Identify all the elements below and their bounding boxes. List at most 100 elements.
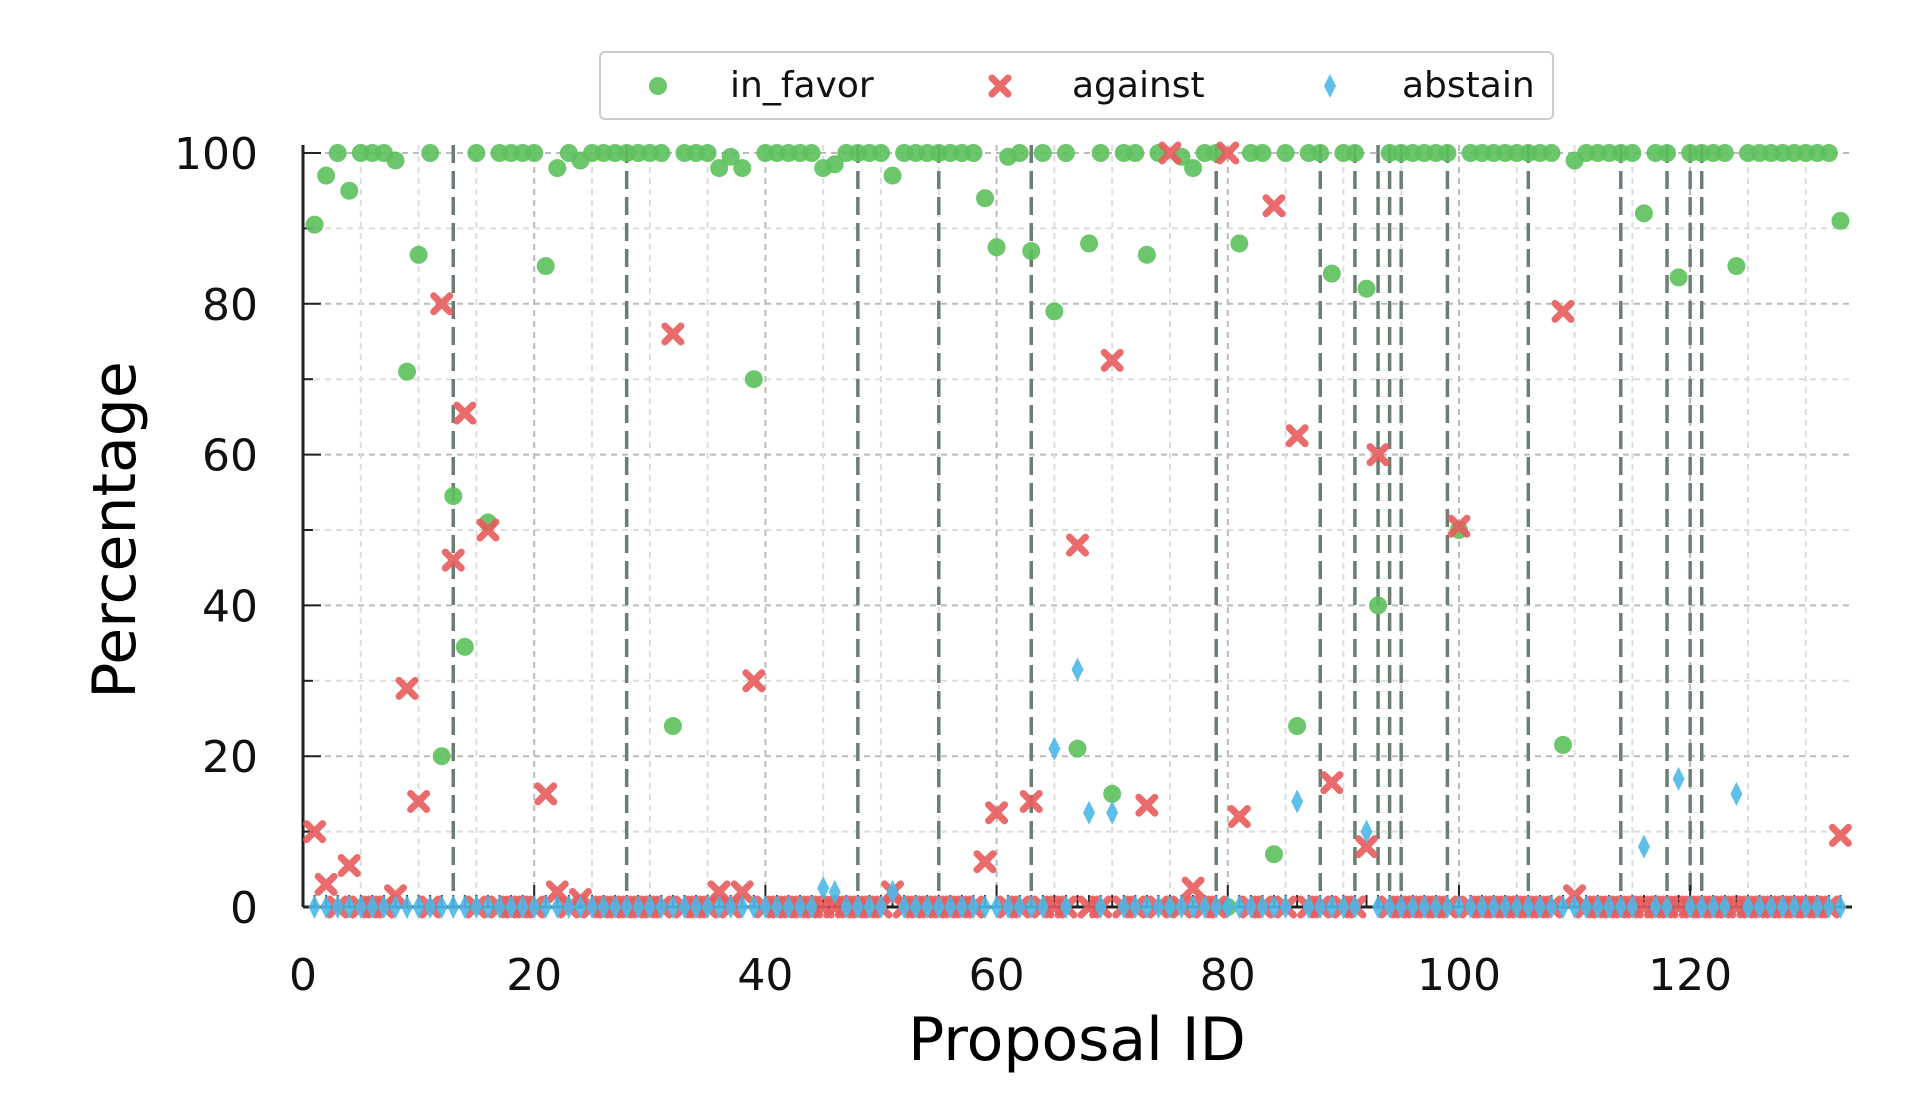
point-abstain xyxy=(1718,895,1731,919)
point-against xyxy=(1366,443,1390,467)
point-abstain xyxy=(1152,895,1165,919)
point-against-stroke xyxy=(395,676,419,700)
point-abstain xyxy=(1314,895,1327,919)
point-in-favor xyxy=(1322,264,1341,283)
point-in-favor xyxy=(317,166,336,185)
point-against-stroke xyxy=(441,548,465,572)
point-in-favor xyxy=(1369,596,1388,615)
point-in-favor xyxy=(698,144,717,162)
point-abstain xyxy=(620,895,633,919)
y-tick-label: 60 xyxy=(202,431,258,482)
point-abstain xyxy=(1406,895,1419,919)
point-abstain xyxy=(401,895,414,919)
point-in-favor xyxy=(548,159,567,178)
point-in-favor xyxy=(1080,234,1099,253)
point-in-favor xyxy=(455,637,474,656)
point-against-stroke xyxy=(337,854,361,878)
point-against-stroke xyxy=(430,292,454,316)
y-tick-label: 20 xyxy=(202,732,258,783)
legend-x-icon xyxy=(988,74,1012,98)
point-abstain xyxy=(944,895,957,919)
point-abstain xyxy=(1476,895,1489,919)
point-abstain xyxy=(1360,819,1373,844)
point-against xyxy=(1354,835,1378,859)
point-against xyxy=(1100,348,1124,372)
point-abstain xyxy=(840,895,853,919)
point-abstain xyxy=(921,895,934,919)
point-abstain xyxy=(528,895,541,919)
legend-marker-against xyxy=(988,74,1012,98)
point-abstain xyxy=(1661,895,1674,919)
point-abstain xyxy=(1568,895,1581,919)
point-abstain xyxy=(1187,895,1200,919)
legend-diamond-icon xyxy=(1324,74,1336,98)
point-against-stroke xyxy=(534,782,558,806)
point-abstain xyxy=(1695,895,1708,919)
point-abstain xyxy=(1129,895,1142,919)
legend-label-against: against xyxy=(1072,65,1205,106)
point-abstain xyxy=(1637,834,1650,859)
point-against-stroke xyxy=(1447,514,1471,538)
point-abstain xyxy=(678,895,691,919)
x-tick-label: 100 xyxy=(1417,950,1501,1001)
point-against xyxy=(430,292,454,316)
point-abstain xyxy=(1730,781,1743,806)
point-abstain xyxy=(979,895,992,919)
point-abstain xyxy=(1533,895,1546,919)
point-abstain xyxy=(690,895,703,919)
point-abstain xyxy=(1626,895,1639,919)
point-against xyxy=(303,820,327,844)
x-tick-label: 80 xyxy=(1200,950,1256,1001)
point-abstain xyxy=(1684,895,1697,919)
legend-label-abstain: abstain xyxy=(1402,65,1535,106)
point-abstain xyxy=(1765,895,1778,919)
point-against-stroke xyxy=(1216,141,1240,165)
point-in-favor xyxy=(1126,144,1145,162)
point-abstain xyxy=(1822,895,1835,919)
point-abstain xyxy=(551,895,564,919)
point-abstain xyxy=(1603,895,1616,919)
point-abstain xyxy=(470,895,483,919)
point-abstain xyxy=(1291,789,1304,814)
point-abstain xyxy=(458,895,471,919)
point-abstain xyxy=(955,895,968,919)
point-abstain xyxy=(794,895,807,919)
point-against-stroke xyxy=(985,801,1009,825)
point-abstain xyxy=(1776,895,1789,919)
point-against xyxy=(730,880,754,904)
point-against-stroke xyxy=(1158,141,1182,165)
tick-labels: 0 20 40 60 80 100 120 0 20 40 60 80 100 xyxy=(174,129,1732,1001)
point-in-favor xyxy=(340,181,359,200)
legend: in_favor against abstain xyxy=(599,51,1554,120)
point-against-stroke xyxy=(453,401,477,425)
point-in-favor xyxy=(1265,845,1284,864)
point-abstain xyxy=(1788,895,1801,919)
point-abstain xyxy=(724,895,737,919)
point-abstain xyxy=(759,895,772,919)
point-against-stroke xyxy=(1066,533,1089,557)
point-against xyxy=(395,676,419,700)
point-in-favor xyxy=(1554,735,1573,754)
highlight-lines xyxy=(451,145,1704,907)
point-against-stroke xyxy=(1285,424,1309,448)
point-against xyxy=(1135,793,1159,817)
point-against xyxy=(1227,805,1251,829)
x-tick-label: 120 xyxy=(1648,950,1732,1001)
point-against xyxy=(742,669,766,693)
x-tick-label: 0 xyxy=(289,950,317,1001)
point-abstain xyxy=(516,895,529,919)
point-abstain xyxy=(354,895,367,919)
point-in-favor xyxy=(1727,257,1746,276)
point-against xyxy=(1181,876,1205,900)
point-abstain xyxy=(1337,895,1350,919)
point-abstain xyxy=(597,895,610,919)
point-abstain xyxy=(736,895,749,919)
x-tick-label: 20 xyxy=(506,950,562,1001)
point-in-favor xyxy=(432,747,451,766)
point-abstain xyxy=(1452,895,1465,919)
point-in-favor xyxy=(976,189,995,208)
point-abstain xyxy=(1002,895,1015,919)
point-abstain xyxy=(377,895,390,919)
point-abstain xyxy=(539,895,552,919)
